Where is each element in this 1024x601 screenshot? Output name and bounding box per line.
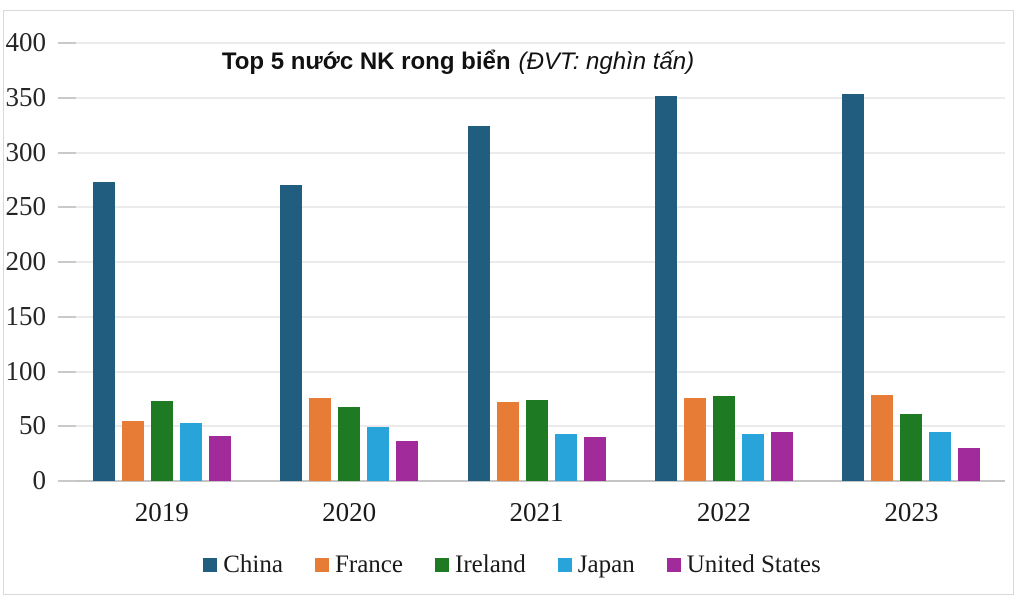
y-axis-tick-label: 400 <box>5 27 47 57</box>
bar-group-2022 <box>630 43 817 481</box>
x-axis-label-2021: 2021 <box>509 497 564 527</box>
bar-france-2021 <box>496 402 519 481</box>
bar-ireland-2020 <box>338 406 361 481</box>
chart-title: Top 5 nước NK rong biển (ĐVT: nghìn tấn) <box>0 48 916 76</box>
legend-swatch-icon <box>314 558 329 572</box>
y-axis-tick-label: 50 <box>19 410 46 441</box>
bar-japan-2021 <box>554 433 577 481</box>
x-axis: 2019 2020 2021 2022 2023 <box>68 497 1005 528</box>
legend-item-france: France <box>314 551 403 578</box>
bar-group-2019 <box>68 43 255 481</box>
bar-france-2020 <box>309 397 332 481</box>
y-axis-tick <box>58 425 76 428</box>
y-axis-tick-label: 300 <box>5 136 47 167</box>
bar-group-2023 <box>818 43 1005 481</box>
legend-item-ireland: Ireland <box>435 552 526 578</box>
legend-label: France <box>334 551 403 578</box>
bar-japan-2022 <box>741 433 764 481</box>
legend-swatch-icon <box>435 558 449 572</box>
legend-label: Ireland <box>455 551 526 578</box>
gridline <box>68 151 1005 154</box>
legend-item-china: China <box>203 552 283 578</box>
bar-united-states-2022 <box>770 431 793 481</box>
bar-japan-2019 <box>179 422 202 481</box>
x-axis-label-2020: 2020 <box>322 497 377 527</box>
gridline <box>68 315 1005 318</box>
bar-united-states-2023 <box>958 448 981 481</box>
legend-item-japan: Japan <box>557 551 635 578</box>
x-axis-label-2023: 2023 <box>884 497 939 527</box>
bar-france-2023 <box>871 394 894 481</box>
y-axis-tick-label: 0 <box>32 465 47 495</box>
legend: China France Ireland Japan United States <box>0 552 1024 578</box>
legend-label: United States <box>686 551 821 578</box>
y-axis-tick-label: 350 <box>5 81 47 112</box>
bar-china-2020 <box>280 185 303 481</box>
bar-ireland-2023 <box>900 414 923 481</box>
gridline <box>68 206 1005 209</box>
y-axis-tick <box>58 42 76 44</box>
y-axis-tick <box>58 315 76 318</box>
bar-china-2022 <box>654 95 677 481</box>
bar-japan-2023 <box>929 431 952 481</box>
bar-ireland-2019 <box>150 401 173 481</box>
y-axis-tick <box>58 261 76 263</box>
bar-united-states-2019 <box>208 436 231 481</box>
legend-swatch-icon <box>203 558 218 572</box>
bar-ireland-2022 <box>712 395 735 481</box>
bar-france-2022 <box>683 397 706 481</box>
x-axis-label-2019: 2019 <box>134 497 189 527</box>
bar-china-2021 <box>467 126 490 481</box>
legend-swatch-icon <box>666 558 681 572</box>
y-axis-tick <box>58 206 76 209</box>
gridline <box>68 261 1005 263</box>
gridline <box>68 370 1005 373</box>
y-axis-tick-label: 150 <box>5 300 47 331</box>
gridline <box>68 96 1005 99</box>
y-axis-tick <box>58 480 76 482</box>
bar-japan-2020 <box>367 427 390 481</box>
bar-united-states-2020 <box>396 440 419 481</box>
legend-item-united-states: United States <box>666 551 821 578</box>
x-axis-baseline <box>68 480 1005 482</box>
chart-title-unit: (ĐVT: nghìn tấn) <box>518 48 695 75</box>
x-axis-label-2022: 2022 <box>696 497 751 527</box>
y-axis-tick <box>58 151 76 154</box>
bar-group-2021 <box>443 43 630 481</box>
bar-group-2020 <box>255 43 442 481</box>
y-axis-tick-label: 200 <box>5 246 47 276</box>
legend-swatch-icon <box>557 558 572 572</box>
legend-label: China <box>223 551 283 578</box>
y-axis-tick-label: 100 <box>5 355 47 386</box>
bar-layer <box>68 43 1005 481</box>
gridline <box>68 42 1005 44</box>
y-axis-tick-label: 250 <box>5 191 47 222</box>
bar-ireland-2021 <box>525 399 548 481</box>
bar-france-2019 <box>121 420 144 481</box>
plot-area: 0 50 100 150 200 250 300 350 400 <box>6 29 1005 494</box>
chart-title-text: Top 5 nước NK rong biển <box>221 48 511 75</box>
y-axis-tick <box>58 370 76 373</box>
bar-united-states-2021 <box>583 437 606 481</box>
bar-china-2019 <box>92 182 115 481</box>
legend-label: Japan <box>577 551 635 578</box>
y-axis-tick <box>58 96 76 99</box>
bar-china-2023 <box>842 94 865 481</box>
